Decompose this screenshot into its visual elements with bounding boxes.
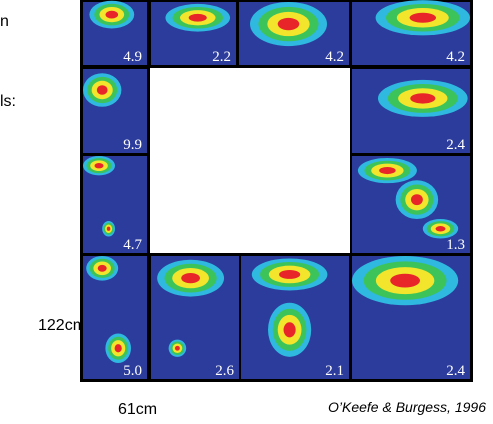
firing-field: [106, 11, 119, 19]
side-text: ls:: [0, 93, 16, 110]
peak-rate: 1.3: [446, 237, 465, 253]
firing-field: [175, 346, 180, 351]
firing-field: [390, 274, 420, 288]
firing-field: [379, 167, 396, 174]
firing-field: [284, 322, 296, 337]
firing-field: [98, 265, 107, 272]
citation: O’Keefe & Burgess, 1996: [328, 399, 486, 415]
side-text: n: [0, 13, 9, 30]
rate-map: 2.4: [352, 256, 470, 379]
peak-rate: 4.2: [446, 49, 465, 65]
peak-rate: 2.4: [446, 137, 465, 153]
rate-map: 2.4: [352, 69, 470, 153]
peak-rate: 4.7: [123, 237, 142, 253]
width-label: 61cm: [118, 401, 157, 418]
peak-rate: 4.9: [123, 49, 142, 65]
rate-map: 1.3: [352, 156, 470, 253]
rate-map: 4.9: [83, 1, 147, 65]
height-label: 122cm: [38, 317, 86, 334]
rate-map: 4.2: [239, 2, 349, 65]
figure: n ls: 122cm 61cm O’Keefe & Burgess, 1996…: [0, 0, 493, 424]
peak-rate: 2.2: [212, 49, 231, 65]
peak-rate: 2.1: [325, 363, 344, 379]
firing-field: [436, 226, 446, 231]
rate-map: 4.7: [83, 156, 147, 253]
rate-map: 9.9: [83, 69, 147, 153]
peak-rate: 2.6: [215, 363, 234, 379]
firing-field: [115, 344, 122, 352]
firing-field: [181, 273, 200, 283]
firing-field: [97, 85, 108, 94]
rate-map: 2.2: [151, 2, 236, 65]
peak-rate: 5.0: [123, 363, 142, 379]
rate-map: 4.2: [352, 0, 470, 65]
firing-field: [278, 18, 300, 30]
rate-map: 2.1: [241, 256, 349, 379]
rate-map: 5.0: [83, 256, 147, 379]
firing-field: [411, 194, 423, 205]
firing-field: [410, 13, 436, 23]
peak-rate: 4.2: [325, 49, 344, 65]
firing-field: [279, 270, 300, 279]
center-gap: [150, 68, 350, 253]
firing-field: [107, 227, 111, 231]
peak-rate: 2.4: [446, 363, 465, 379]
firing-field: [95, 163, 104, 168]
rate-map: 2.6: [151, 256, 239, 379]
firing-field: [410, 93, 435, 103]
firing-field: [189, 14, 207, 22]
peak-rate: 9.9: [123, 137, 142, 153]
